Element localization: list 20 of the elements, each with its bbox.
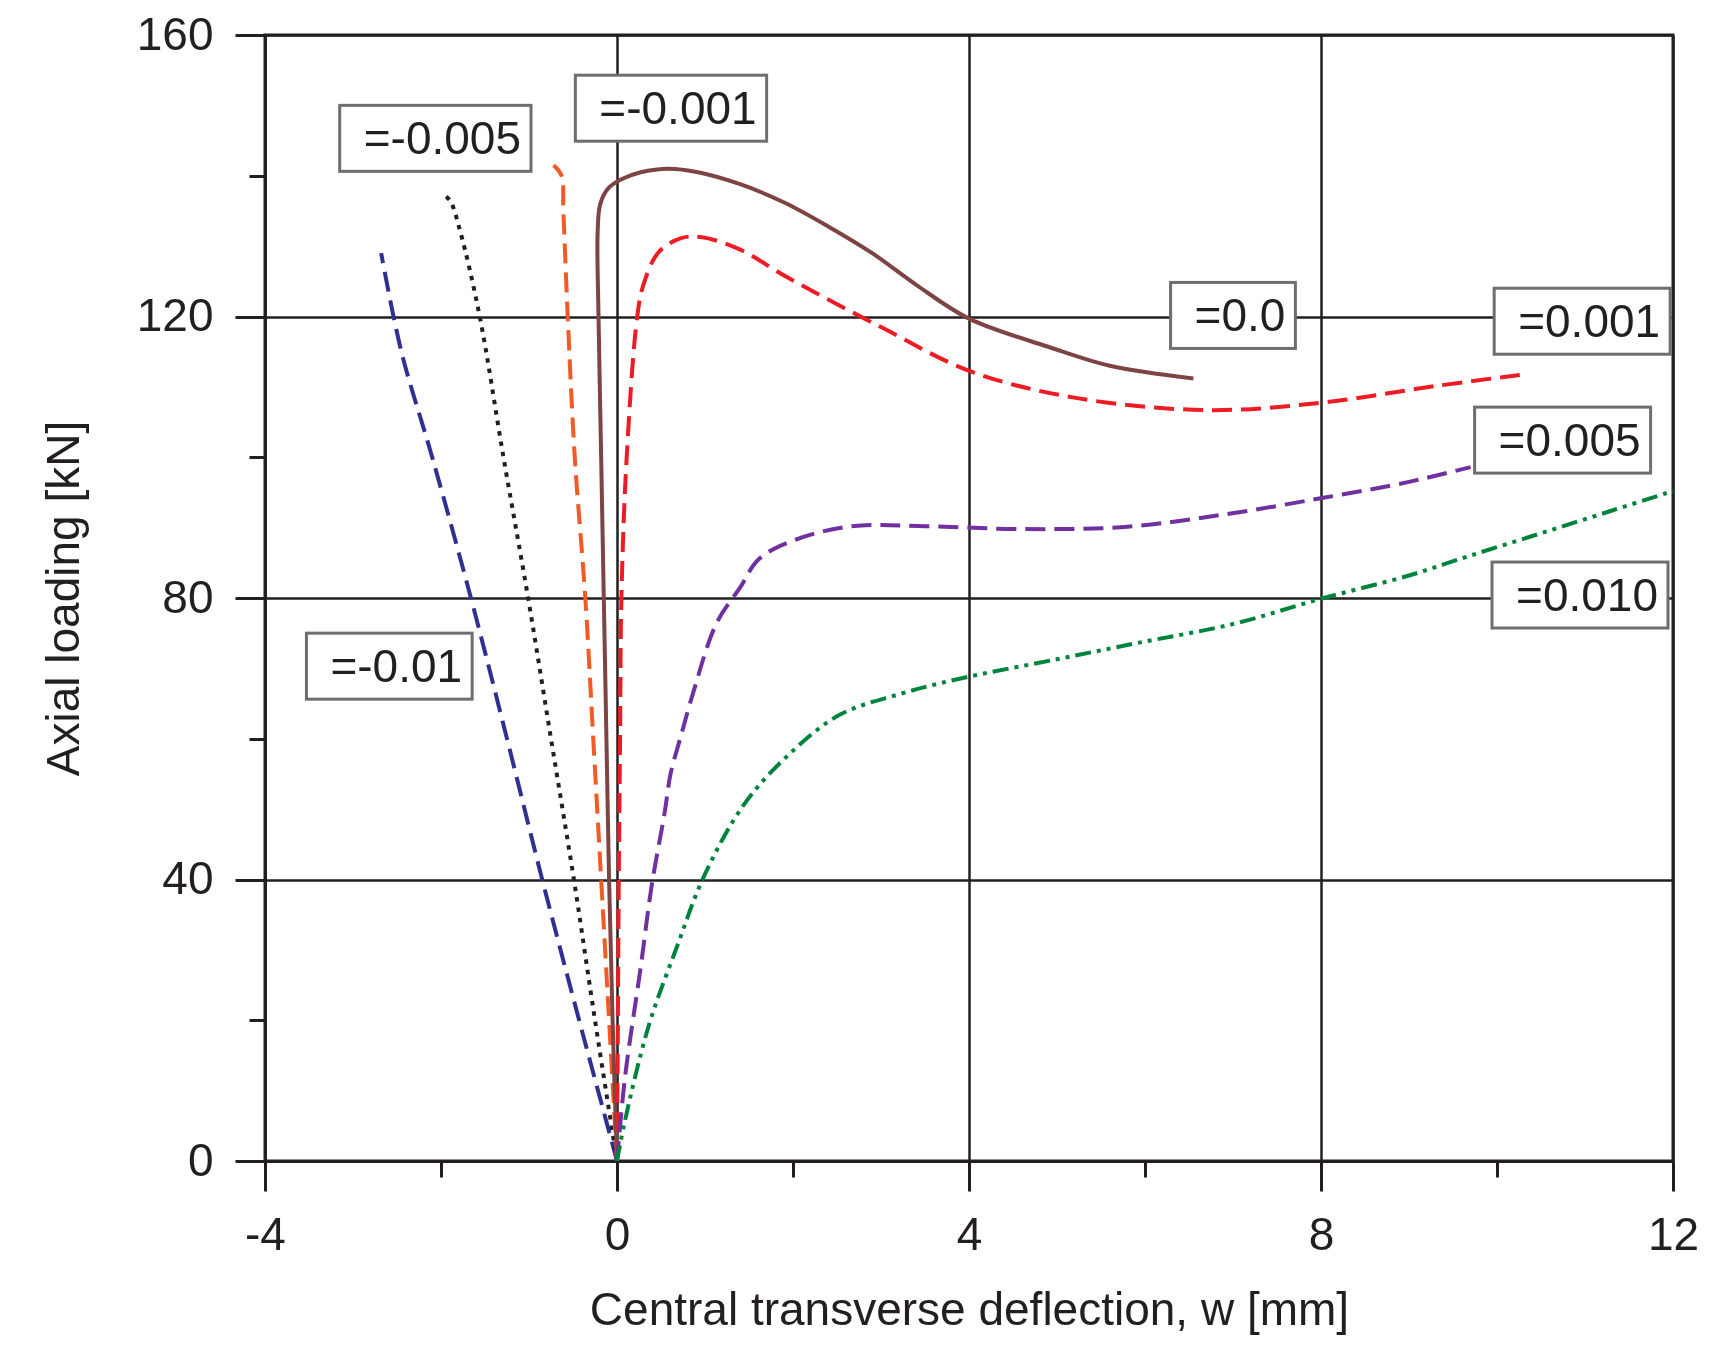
y-tick-label: 40: [162, 852, 214, 904]
x-tick-label: 8: [1308, 1207, 1335, 1260]
y-tick-label: 120: [136, 289, 214, 341]
series-label: =0.005: [1498, 414, 1641, 467]
series-label: =-0.005: [363, 112, 521, 165]
series-label: =-0.001: [599, 82, 757, 135]
x-tick-label: 4: [956, 1207, 983, 1260]
line-series: [615, 489, 1675, 1163]
series-label: =0.0: [1194, 289, 1286, 342]
y-tick-label: 160: [136, 7, 214, 60]
x-tick-label: -4: [245, 1207, 286, 1260]
x-axis-title: Central transverse deflection, w [mm]: [589, 1282, 1350, 1335]
x-tick-label: 12: [1647, 1207, 1700, 1260]
series-label: =-0.01: [330, 640, 463, 693]
y-tick-label: 80: [162, 570, 214, 623]
y-tick-label: 0: [187, 1133, 214, 1186]
y-axis-title: Axial loading [kN]: [36, 420, 89, 777]
series-label: =0.001: [1518, 295, 1661, 348]
x-tick-label: 0: [604, 1207, 631, 1260]
series-label: =0.010: [1516, 569, 1658, 622]
